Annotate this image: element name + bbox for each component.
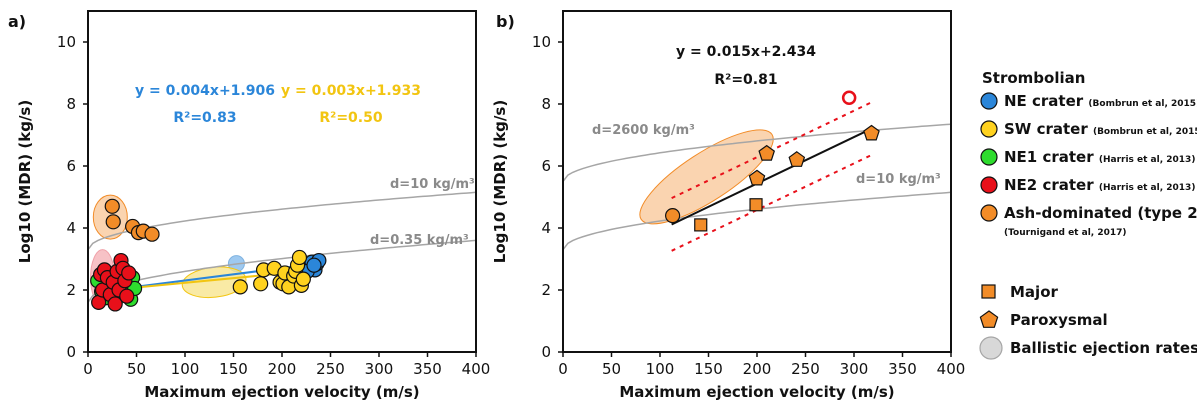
x-tick-label: 0: [558, 360, 568, 378]
x-tick-label: 150: [219, 360, 248, 378]
y-tick-label: 10: [57, 33, 76, 51]
y-tick-label: 4: [66, 219, 76, 237]
panel-a-x-axis-label: Maximum ejection velocity (m/s): [144, 383, 419, 401]
x-tick-label: 400: [937, 360, 966, 378]
y-tick-label: 0: [66, 343, 76, 361]
data-point-square: [695, 219, 707, 231]
panel-b-fit-r2: R²=0.81: [714, 72, 777, 88]
x-tick-label: 250: [791, 360, 820, 378]
data-point-pentagon: [864, 126, 879, 140]
legend-label: NE2 crater (Harris et al, 2013): [1004, 176, 1195, 194]
legend-marker-circle: [981, 93, 997, 109]
x-tick-label: 50: [602, 360, 621, 378]
y-tick-label: 8: [66, 95, 76, 113]
legend-label: Ballistic ejection rates: [1010, 339, 1197, 357]
x-tick-label: 150: [694, 360, 723, 378]
data-point-square: [750, 199, 762, 211]
panel-a: a) 0 50 100 150 200 250 300 350 400 0 2 4 6 8 10 Maxim…: [8, 11, 490, 401]
x-tick-label: 300: [840, 360, 869, 378]
y-tick-label: 0: [541, 343, 551, 361]
data-point: [296, 272, 310, 286]
legend-label: NE1 crater (Harris et al, 2013): [1004, 148, 1195, 166]
panel-b-label: b): [496, 12, 515, 31]
legend-marker-circle: [981, 149, 997, 165]
data-point: [106, 215, 120, 229]
panel-a-fit-r2-ne: R²=0.83: [173, 110, 236, 126]
x-tick-label: 100: [646, 360, 675, 378]
y-tick-label: 6: [541, 157, 551, 175]
legend-marker-pentagon: [980, 311, 997, 327]
data-point-pentagon: [789, 152, 804, 167]
legend-marker-square: [982, 285, 995, 298]
data-point: [666, 209, 680, 223]
legend-marker-ballistic: [980, 337, 1002, 359]
legend-marker-circle: [981, 121, 997, 137]
legend-label: SW crater (Bombrun et al, 2015): [1004, 120, 1197, 138]
panel-a-fit-equation-ne: y = 0.004x+1.906: [135, 83, 275, 99]
x-tick-label: 0: [83, 360, 93, 378]
y-tick-label: 4: [541, 219, 551, 237]
legend-label: NE crater (Bombrun et al, 2015): [1004, 92, 1197, 110]
data-point: [120, 289, 134, 303]
panel-a-fit-equation-sw: y = 0.003x+1.933: [281, 83, 421, 99]
legend-marker-circle: [981, 205, 997, 221]
x-tick-label: 350: [413, 360, 442, 378]
data-point: [254, 277, 268, 291]
x-tick-label: 250: [316, 360, 345, 378]
legend-label: Major: [1010, 283, 1058, 301]
x-tick-label: 100: [171, 360, 200, 378]
data-point: [145, 227, 159, 241]
data-point: [292, 250, 306, 264]
panel-a-curve-label-d035: d=0.35 kg/m³: [370, 233, 469, 248]
legend-reference: (Tournigand et al, 2017): [1004, 228, 1127, 238]
panel-a-y-axis-label: Log10 (MDR) (kg/s): [16, 100, 34, 263]
legend-items: NE crater (Bombrun et al, 2015) SW crater…: [980, 92, 1197, 359]
panel-b: b) 0 50 100 150 200 250 300 350 400 0 2 4 6 8 10 Maxim…: [491, 11, 965, 401]
y-tick-label: 6: [66, 157, 76, 175]
legend-marker-circle: [981, 177, 997, 193]
x-tick-label: 50: [127, 360, 146, 378]
data-point: [307, 258, 321, 272]
special-marker: [843, 92, 855, 104]
x-tick-label: 300: [365, 360, 394, 378]
panel-a-fit-r2-sw: R²=0.50: [319, 110, 382, 126]
panel-b-curve-label-d10: d=10 kg/m³: [856, 172, 941, 187]
panel-b-curve-label-d2600: d=2600 kg/m³: [592, 123, 695, 138]
y-tick-label: 10: [532, 33, 551, 51]
panel-a-curve-label-d10: d=10 kg/m³: [390, 177, 475, 192]
panel-b-fit-equation: y = 0.015x+2.434: [676, 44, 816, 60]
x-tick-label: 200: [743, 360, 772, 378]
legend-label: Ash-dominated (type 2): [1004, 204, 1197, 222]
legend-title: Strombolian: [982, 69, 1085, 87]
data-point: [122, 266, 136, 280]
legend: Strombolian NE crater (Bombrun et al, 20…: [980, 69, 1197, 359]
x-tick-label: 200: [268, 360, 297, 378]
panel-b-x-axis-label: Maximum ejection velocity (m/s): [619, 383, 894, 401]
x-tick-label: 350: [888, 360, 917, 378]
y-tick-label: 2: [541, 281, 551, 299]
panel-a-label: a): [8, 12, 26, 31]
x-tick-label: 400: [462, 360, 491, 378]
panel-b-y-axis-label: Log10 (MDR) (kg/s): [491, 100, 509, 263]
y-tick-label: 8: [541, 95, 551, 113]
y-tick-label: 2: [66, 281, 76, 299]
legend-label: Paroxysmal: [1010, 311, 1108, 329]
data-point: [233, 280, 247, 294]
data-point: [105, 199, 119, 213]
